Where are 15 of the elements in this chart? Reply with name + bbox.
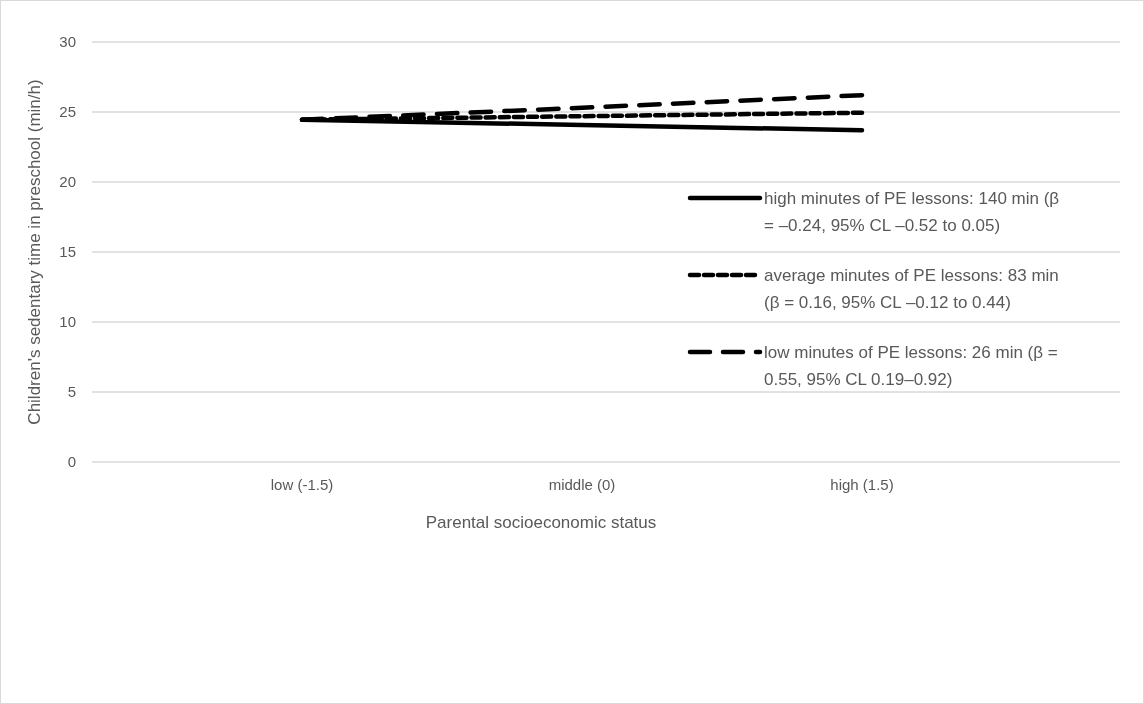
legend-label: average minutes of PE lessons: 83 min (β = 0.16, 95% CL –0.12 to 0.44)	[764, 265, 1059, 312]
x-tick-label: high (1.5)	[830, 476, 894, 493]
x-tick-label: low (-1.5)	[270, 476, 334, 493]
y-tick-label: 0	[67, 453, 76, 471]
x-tick-label: middle (0)	[548, 476, 616, 493]
y-tick-label: 15	[59, 243, 76, 261]
legend-label: low minutes of PE lessons: 26 min (β = 0.55, 95% CL 0.19–0.92)	[764, 342, 1058, 389]
y-tick-label: 30	[59, 33, 76, 51]
y-tick-label: 10	[59, 313, 76, 331]
y-tick-label: 20	[59, 173, 76, 191]
legend-label: high minutes of PE lessons: 140 min (β = –0.24, 95% CL –0.52 to 0.05)	[764, 188, 1060, 235]
y-tick-label: 5	[67, 383, 76, 401]
y-tick-label: 25	[59, 103, 76, 121]
x-axis-title: Parental socioeconomic status	[425, 513, 657, 532]
y-axis-title: Children's sedentary time in preschool (min/h)	[25, 79, 44, 425]
